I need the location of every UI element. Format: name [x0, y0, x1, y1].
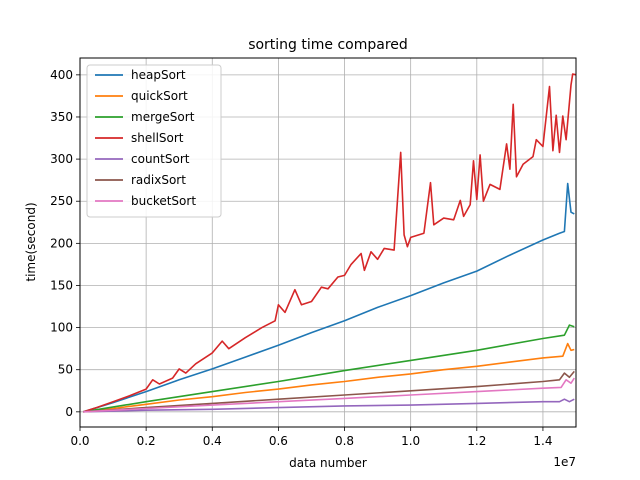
legend-label: quickSort: [131, 89, 188, 103]
x-tick-label: 0.8: [335, 434, 354, 448]
y-tick-label: 300: [50, 152, 73, 166]
legend: heapSort quickSort mergeSort shellSort count…: [86, 64, 222, 218]
axis-ticks: 0.0 0.2 0.4 0.6 0.8 1.0 1.2 1.4 0 50 100 150 200 250 3…: [50, 68, 552, 448]
x-tick-label: 1.4: [533, 434, 552, 448]
series-line-mergesort: [83, 324, 575, 413]
y-tick-label: 250: [50, 194, 73, 208]
y-tick-label: 100: [50, 321, 73, 335]
y-tick-label: 0: [65, 405, 73, 419]
series-lines: [83, 73, 577, 413]
series-line-radixsort: [83, 370, 575, 413]
series-line-quicksort: [83, 342, 575, 413]
plot-frame: [79, 57, 577, 428]
x-axis-label: data number: [289, 456, 367, 470]
x-tick-label: 0.4: [203, 434, 222, 448]
legend-box: [86, 64, 222, 218]
y-tick-label: 400: [50, 68, 73, 82]
series-line-shellsort: [83, 73, 577, 413]
y-tick-label: 150: [50, 278, 73, 292]
y-axis-label: time(second): [24, 202, 38, 281]
legend-label: mergeSort: [131, 110, 195, 124]
y-tick-label: 200: [50, 236, 73, 250]
series-line-countsort: [83, 398, 575, 413]
x-tick-label: 0.2: [137, 434, 156, 448]
legend-label: bucketSort: [131, 194, 196, 208]
x-axis-offset-label: 1e7: [553, 455, 576, 469]
series-line-heapsort: [83, 182, 575, 413]
x-tick-label: 0.0: [70, 434, 89, 448]
y-tick-label: 350: [50, 110, 73, 124]
y-tick-label: 50: [58, 363, 73, 377]
x-tick-label: 1.0: [401, 434, 420, 448]
legend-label: countSort: [131, 152, 190, 166]
legend-label: shellSort: [131, 131, 184, 145]
x-tick-label: 0.6: [269, 434, 288, 448]
series-line-bucketsort: [83, 377, 575, 413]
chart-title: sorting time compared: [248, 37, 408, 53]
x-tick-label: 1.2: [467, 434, 486, 448]
legend-label: heapSort: [131, 68, 186, 82]
legend-label: radixSort: [131, 173, 186, 187]
